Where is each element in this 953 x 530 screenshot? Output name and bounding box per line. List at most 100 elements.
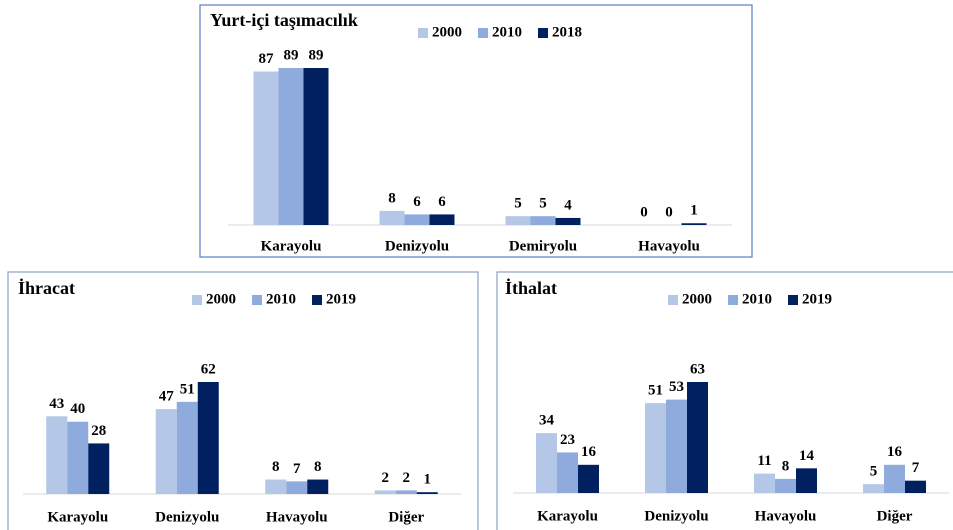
x-tick-label: Karayolu [47,509,108,525]
bar [505,216,531,225]
legend-label: 2019 [802,291,832,307]
bar [379,210,405,225]
data-label: 51 [180,381,195,397]
legend-label: 2010 [742,291,772,307]
legend-label: 2010 [266,291,296,307]
data-label: 62 [201,361,216,377]
data-label: 63 [690,361,705,377]
data-label: 0 [640,204,648,220]
bar [67,421,89,494]
data-label: 43 [49,396,64,412]
data-label: 89 [309,47,324,63]
legend-swatch [538,28,548,38]
bar [687,382,708,493]
bar [395,490,417,494]
bar [197,382,219,494]
bar [307,479,329,494]
bar [536,433,557,493]
data-label: 1 [424,472,432,488]
data-label: 2 [382,470,390,486]
legend-swatch [312,295,322,305]
x-tick-label: Denizyolu [644,508,708,524]
bar [416,492,438,494]
bar [905,480,926,493]
x-tick-label: Havayolu [755,508,817,524]
x-tick-label: Karayolu [537,508,598,524]
data-label: 16 [581,444,597,460]
data-label: 8 [782,458,790,474]
panel-border [7,271,479,530]
legend-label: 2000 [206,291,236,307]
x-tick-label: Havayolu [638,238,700,254]
data-label: 34 [539,413,555,429]
data-label: 23 [560,432,575,448]
legend-label: 2019 [326,291,356,307]
bar [278,68,304,225]
bar [775,478,796,493]
data-label: 6 [438,194,446,210]
panel-border [496,271,953,530]
legend-label: 2000 [432,24,462,40]
data-label: 1 [690,203,698,219]
x-tick-label: Denizyolu [385,238,449,254]
data-label: 8 [272,459,280,475]
bar [303,68,329,225]
bar [429,214,455,225]
x-tick-label: Demiryolu [509,238,577,254]
bar [796,468,817,493]
data-label: 2 [403,470,411,486]
data-label: 5 [514,196,522,212]
bar [863,484,884,493]
bar [884,464,905,493]
legend-swatch [788,295,798,305]
x-tick-label: Diğer [388,509,424,525]
bar [286,481,308,494]
data-label: 0 [665,204,673,220]
data-label: 8 [388,190,396,206]
x-tick-label: Havayolu [266,509,328,525]
bar [681,223,707,225]
legend-swatch [668,295,678,305]
legend-swatch [192,295,202,305]
bar [155,409,177,494]
bar [555,217,581,225]
bar [557,452,578,493]
legend-label: 2018 [552,24,582,40]
data-label: 5 [539,196,547,212]
bar [265,479,287,494]
legend-label: 2000 [682,291,712,307]
data-label: 87 [259,51,275,67]
x-tick-label: Denizyolu [155,509,219,525]
bar [176,401,198,494]
bar [754,473,775,493]
bar [666,399,687,493]
data-label: 89 [284,47,299,63]
data-label: 47 [159,389,175,405]
panel-border [199,4,753,258]
data-label: 51 [648,383,663,399]
data-label: 7 [293,461,301,477]
data-label: 8 [314,459,322,475]
x-tick-label: Karayolu [261,238,322,254]
chart-title: İhracat [18,278,75,298]
legend-swatch [418,28,428,38]
legend-swatch [728,295,738,305]
data-label: 40 [70,401,85,417]
bar [404,214,430,225]
data-label: 6 [413,194,421,210]
data-label: 4 [564,197,572,213]
legend-label: 2010 [492,24,522,40]
data-label: 7 [912,460,920,476]
x-tick-label: Diğer [877,508,913,524]
bar [645,403,666,493]
bar [530,216,556,225]
bar [253,71,279,225]
bar [374,490,396,494]
bar [88,443,110,494]
legend-swatch [478,28,488,38]
data-label: 14 [799,448,815,464]
chart-title: İthalat [505,278,557,298]
data-label: 16 [887,444,903,460]
data-label: 28 [91,423,106,439]
